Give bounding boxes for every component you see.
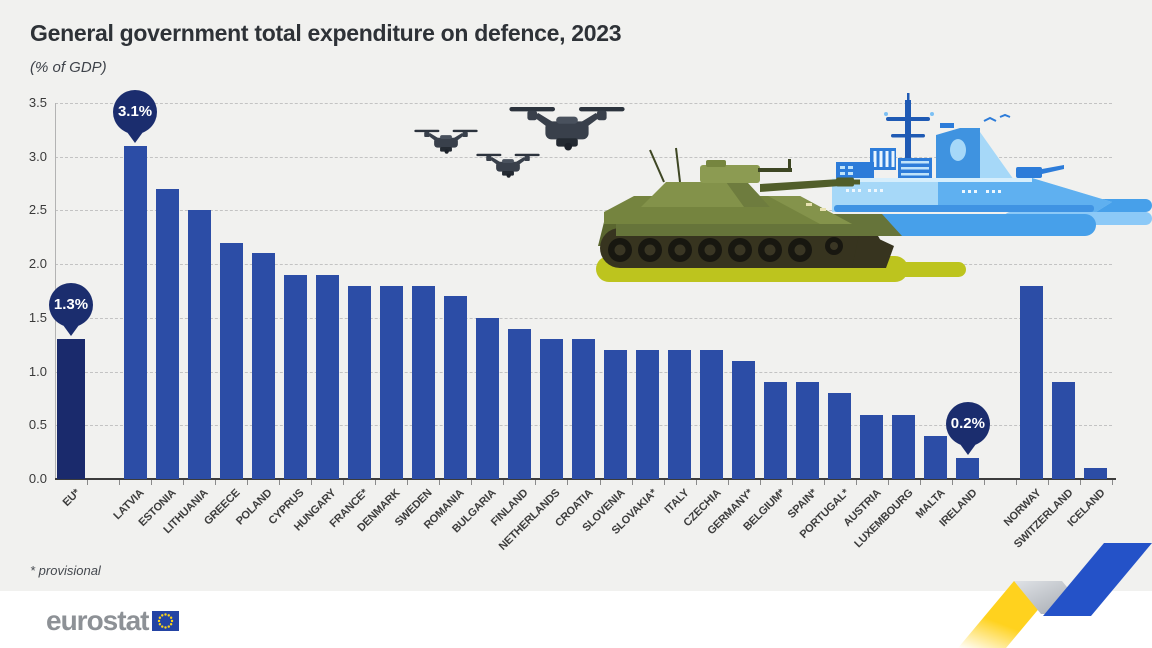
axis-tick (663, 480, 665, 485)
footnote: * provisional (30, 563, 101, 578)
y-axis-tick-label: 0.5 (28, 417, 47, 433)
gridline (55, 210, 1112, 212)
y-axis-tick-label: 1.5 (28, 309, 47, 325)
axis-tick (695, 480, 697, 485)
axis-tick (567, 480, 569, 485)
page-title: General government total expenditure on … (30, 20, 622, 46)
bar-romania (443, 296, 467, 479)
bar-slovakia (636, 350, 660, 479)
bar-malta (924, 436, 948, 479)
axis-tick (1047, 480, 1049, 485)
callout-latvia: 3.1% (113, 90, 158, 143)
bar-sweden (411, 286, 435, 479)
gridline (55, 103, 1112, 104)
y-axis-tick-label: 2.0 (28, 256, 47, 272)
axis-tick (951, 480, 953, 485)
y-axis-tick-label: 2.5 (28, 202, 47, 218)
axis-tick (535, 480, 537, 485)
axis-tick (1112, 480, 1113, 485)
bar-eu (57, 339, 85, 479)
bar-belgium (764, 382, 788, 479)
gridline (55, 264, 1112, 266)
axis-tick (759, 480, 761, 485)
axis-tick (887, 480, 889, 485)
bar-luxembourg (892, 415, 916, 479)
bar-ireland (956, 458, 980, 479)
bar-hungary (315, 275, 339, 479)
eu-flag-icon (152, 611, 180, 631)
y-axis-tick-label: 1.0 (28, 363, 47, 379)
eurostat-logo-text: eurostat (46, 605, 149, 636)
axis-tick (151, 480, 153, 485)
bar-greece (219, 243, 243, 479)
axis-tick (343, 480, 345, 485)
axis-tick (439, 480, 441, 485)
eurostat-logo: eurostat (46, 605, 180, 636)
bar-norway (1020, 286, 1044, 479)
axis-tick (823, 480, 825, 485)
page-subtitle: (% of GDP) (30, 59, 107, 76)
bar-croatia (572, 339, 595, 479)
bar-latvia (123, 146, 147, 479)
axis-tick (215, 480, 217, 485)
y-axis-tick-label: 0.0 (28, 471, 47, 486)
axis-tick (855, 480, 857, 485)
bar-poland (251, 253, 275, 479)
bar-denmark (379, 286, 403, 479)
bar-switzerland (1052, 382, 1076, 479)
axis-tick (631, 480, 633, 485)
axis-tick (375, 480, 377, 485)
axis-tick (407, 480, 409, 485)
bar-italy (668, 350, 692, 479)
bar-finland (507, 329, 531, 479)
axis-tick (919, 480, 921, 485)
bar-cyprus (283, 275, 307, 479)
gridline (55, 156, 1112, 158)
bar-germany (732, 361, 756, 479)
axis-tick (183, 480, 185, 485)
callout-eu: 1.3% (49, 283, 93, 336)
bar-iceland (1084, 468, 1108, 479)
bar-lithuania (187, 210, 211, 479)
axis-tick (791, 480, 793, 485)
axis-tick (87, 480, 89, 485)
bar-netherlands (539, 339, 563, 479)
y-axis-tick-label: 3.5 (28, 95, 47, 110)
axis-tick (471, 480, 473, 485)
bar-austria (860, 415, 884, 479)
bar-bulgaria (475, 318, 499, 479)
axis-tick (311, 480, 313, 485)
axis-tick (119, 480, 121, 485)
axis-tick (279, 480, 281, 485)
bar-france (347, 286, 371, 479)
bar-slovenia (604, 350, 628, 479)
x-axis-line (55, 478, 1116, 480)
gridline (55, 317, 1112, 319)
axis-tick (599, 480, 601, 485)
bar-portugal (828, 393, 852, 479)
axis-tick (1015, 480, 1017, 485)
bar-czechia (700, 350, 724, 479)
axis-tick (247, 480, 249, 485)
axis-tick (983, 480, 985, 485)
axis-tick (503, 480, 505, 485)
callout-ireland: 0.2% (945, 402, 990, 455)
axis-tick (727, 480, 729, 485)
y-axis-tick-label: 3.0 (28, 148, 47, 164)
bar-spain (796, 382, 820, 479)
axis-tick (1079, 480, 1081, 485)
footer-band: eurostat (0, 591, 1152, 648)
bar-estonia (155, 189, 179, 479)
